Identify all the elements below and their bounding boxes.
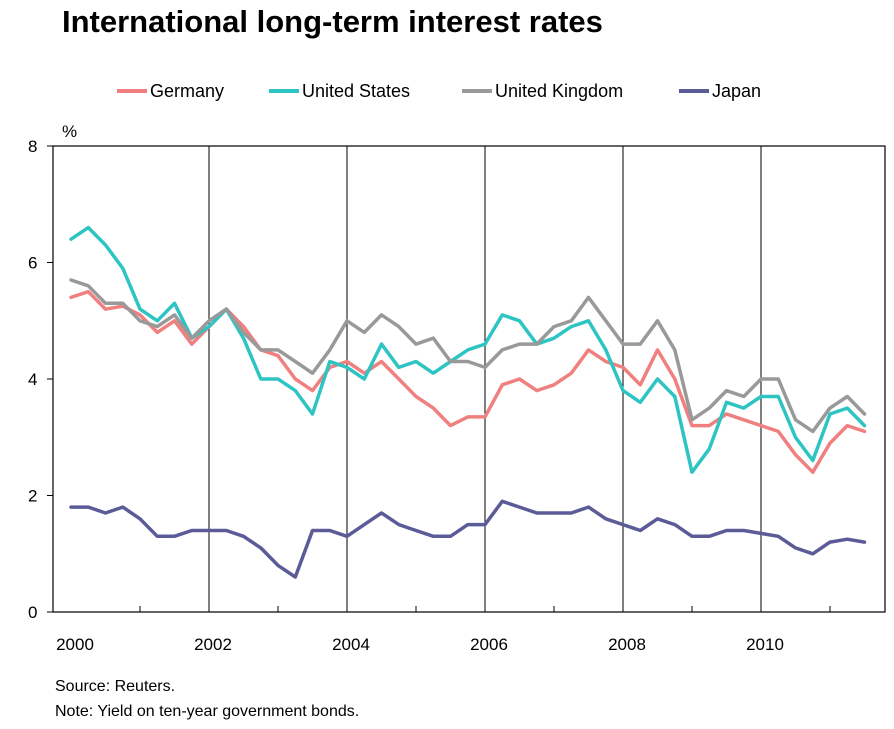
x-tick-label-2008: 2008 xyxy=(608,635,646,654)
series-line-germany xyxy=(69,289,867,474)
legend: Germany United States United Kingdom Japan xyxy=(117,81,761,101)
source-note: Source: Reuters. xyxy=(55,678,176,695)
x-tick-label-2002: 2002 xyxy=(194,635,232,654)
series-lines xyxy=(69,225,867,579)
series-line-japan xyxy=(69,499,867,579)
legend-label-japan: Japan xyxy=(712,81,761,101)
chart-title: International long-term interest rates xyxy=(62,4,603,39)
legend-label-united-states: United States xyxy=(302,81,410,101)
x-tick-label-2004: 2004 xyxy=(332,635,370,654)
series-line-united-kingdom xyxy=(69,278,867,434)
line-chart: Germany United States United Kingdom Japan … xyxy=(28,81,886,654)
legend-label-germany: Germany xyxy=(150,81,224,101)
series-line-united-states xyxy=(69,225,867,474)
footnote: Note: Yield on ten-year government bonds… xyxy=(55,703,360,720)
y-tick-label-4: 4 xyxy=(28,370,37,389)
legend-label-united-kingdom: United Kingdom xyxy=(495,81,623,101)
y-tick-label-2: 2 xyxy=(28,487,37,506)
y-axis: 0 2 4 6 8 xyxy=(28,137,53,622)
grid xyxy=(208,146,762,612)
x-tick-label-2006: 2006 xyxy=(470,635,508,654)
y-tick-label-6: 6 xyxy=(28,254,37,273)
y-axis-label: % xyxy=(62,122,77,141)
y-tick-label-8: 8 xyxy=(28,137,37,156)
y-tick-label-0: 0 xyxy=(28,603,37,622)
x-tick-label-2000: 2000 xyxy=(56,635,94,654)
x-axis: 2000 2002 2004 2006 2008 2010 xyxy=(56,606,831,654)
x-tick-label-2010: 2010 xyxy=(746,635,784,654)
